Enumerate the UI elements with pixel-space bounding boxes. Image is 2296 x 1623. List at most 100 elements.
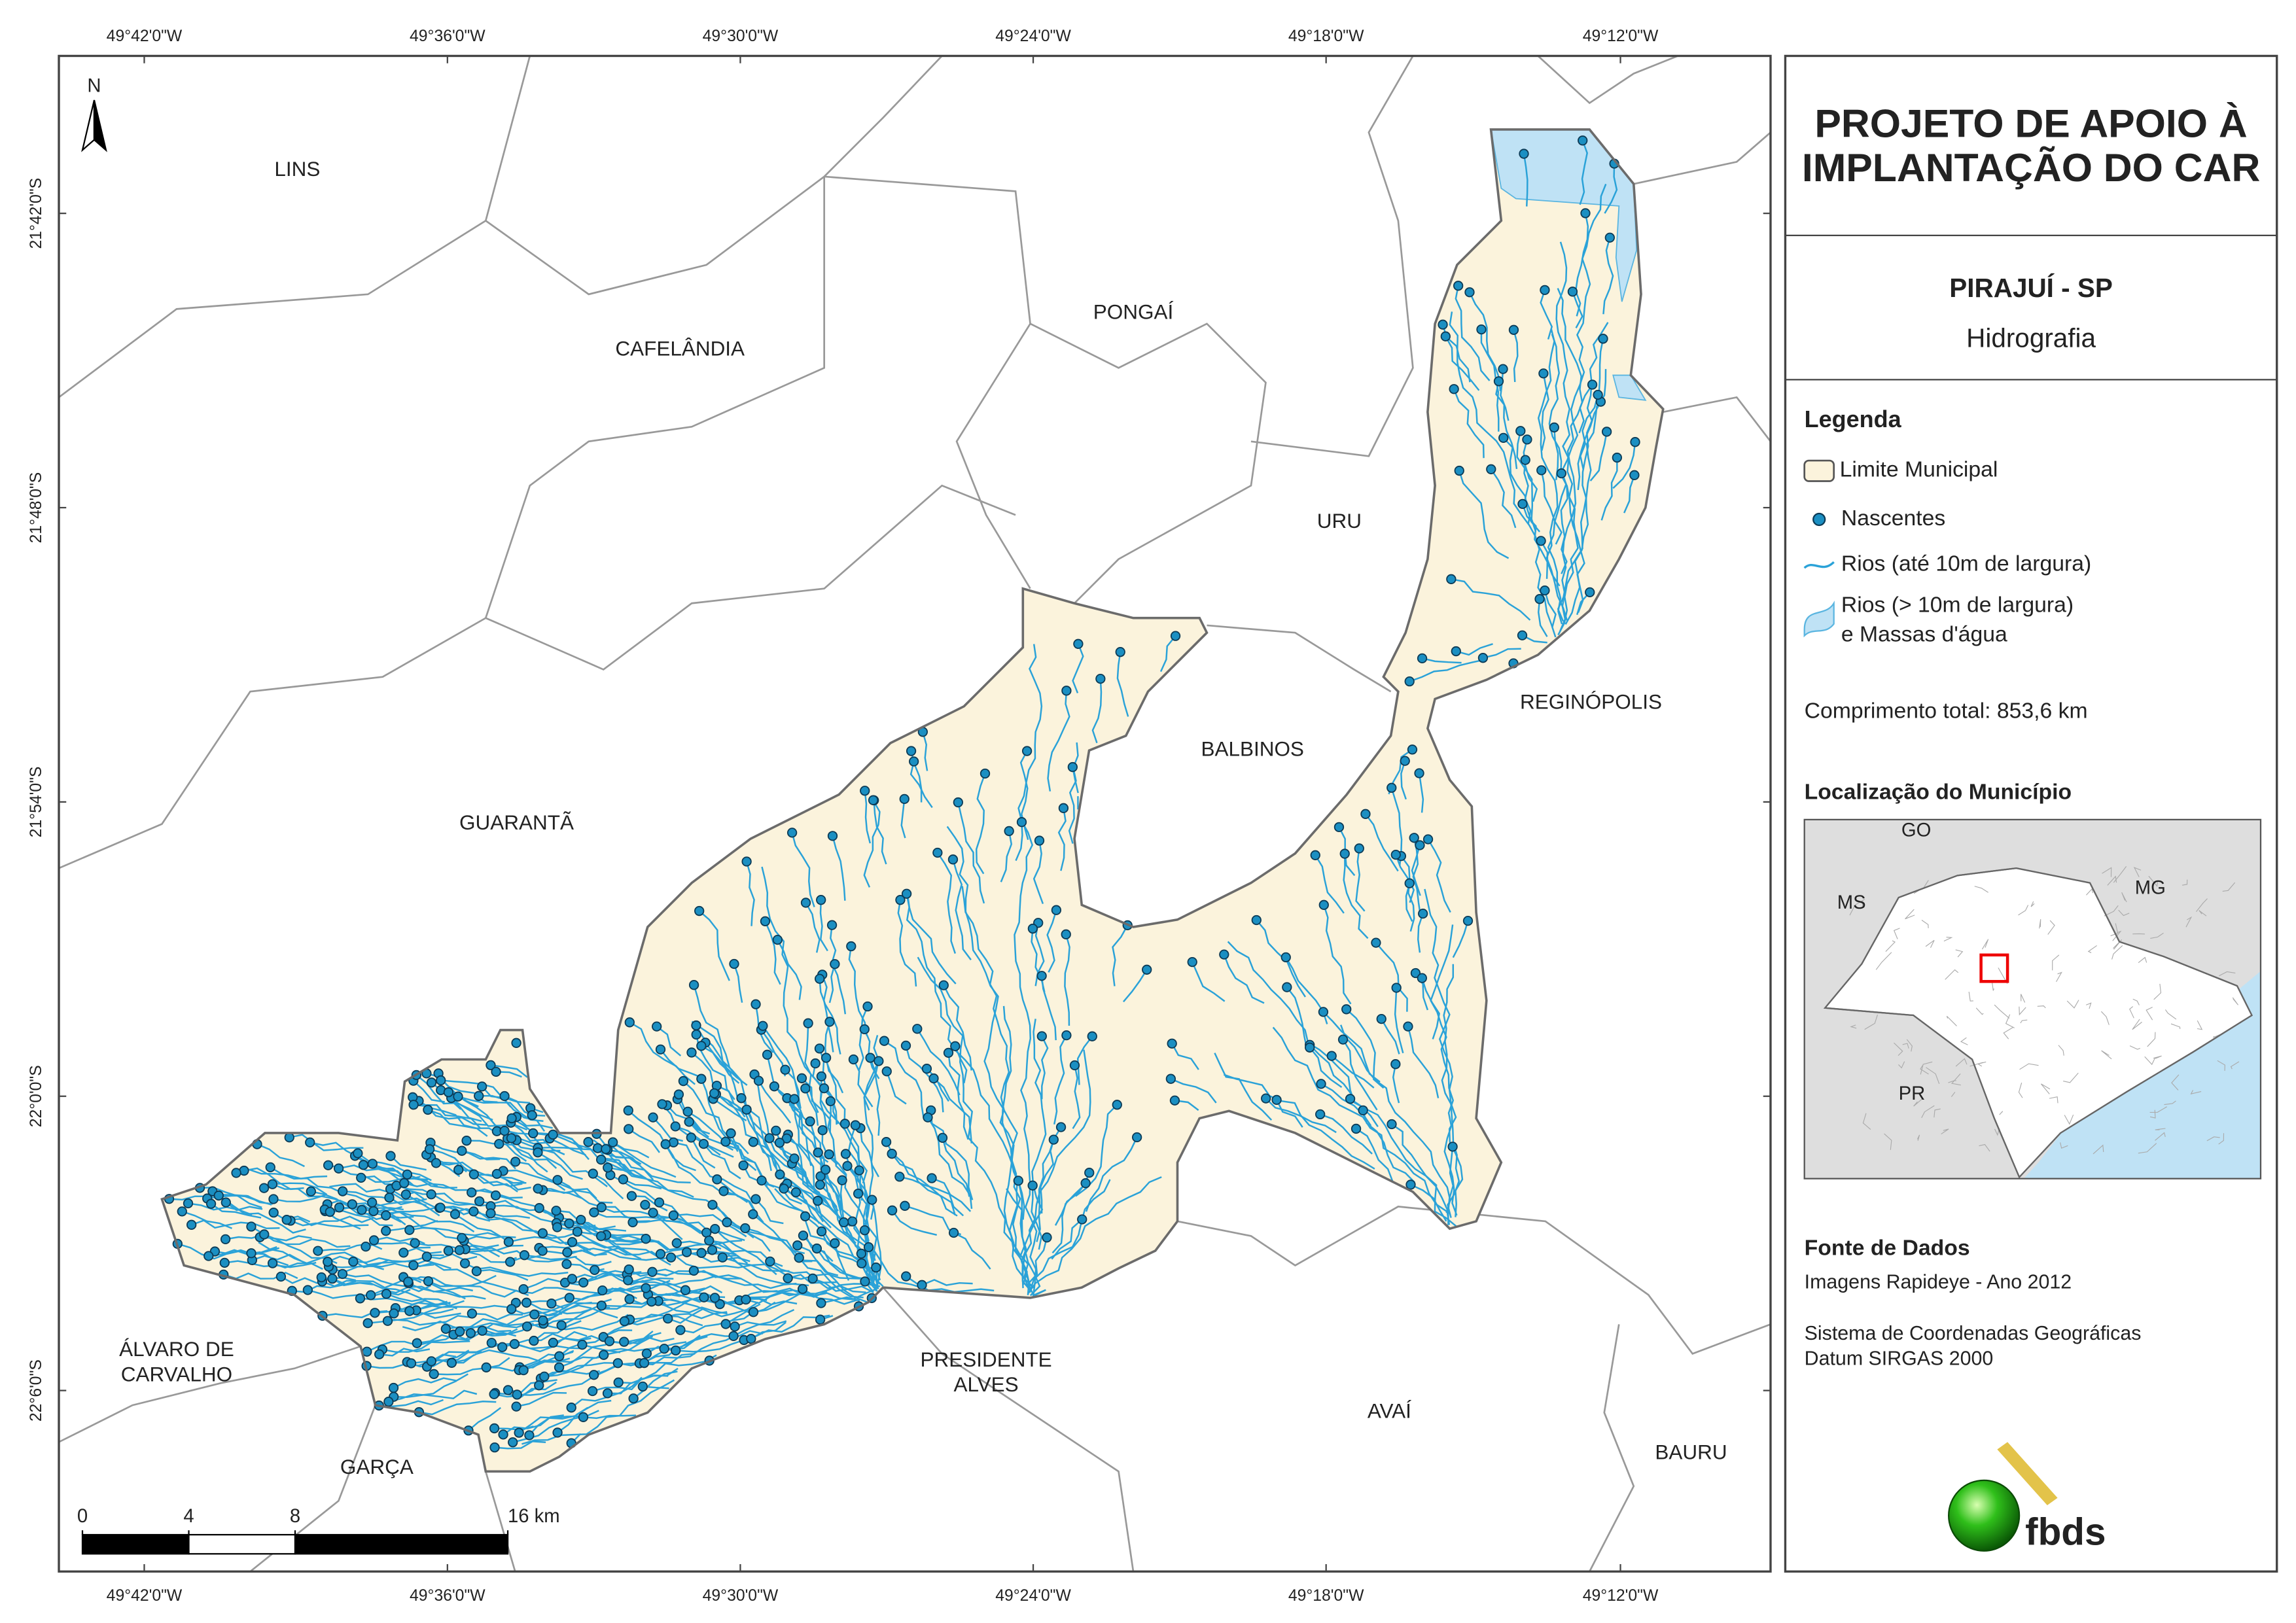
spring xyxy=(665,1252,677,1263)
river xyxy=(1417,913,1424,953)
spring xyxy=(762,1049,773,1060)
spring xyxy=(1404,676,1415,687)
spring xyxy=(491,1168,503,1179)
place-label: PRESIDENTE xyxy=(920,1348,1051,1371)
spring xyxy=(821,1164,831,1175)
inset-municipality xyxy=(2003,1026,2014,1039)
spring xyxy=(1087,1031,1097,1041)
river xyxy=(891,1153,956,1215)
north-label: N xyxy=(87,75,101,96)
spring xyxy=(374,1349,385,1359)
river xyxy=(272,1262,323,1270)
spring xyxy=(847,1216,858,1227)
spring xyxy=(477,1081,487,1092)
river xyxy=(627,1279,705,1293)
inset-municipality xyxy=(1875,952,1892,970)
river xyxy=(533,1320,582,1342)
river xyxy=(419,1401,497,1416)
spring xyxy=(443,1246,454,1256)
spring xyxy=(521,1321,533,1332)
spring xyxy=(1451,646,1461,657)
river xyxy=(1572,291,1583,328)
river xyxy=(779,1142,839,1212)
spring xyxy=(1601,427,1612,437)
municipal-border xyxy=(485,56,943,296)
river xyxy=(930,1110,974,1200)
spring xyxy=(871,1262,881,1273)
spring xyxy=(596,1155,607,1165)
spring xyxy=(1339,848,1350,859)
spring xyxy=(361,1241,371,1252)
spring xyxy=(552,1427,563,1438)
river xyxy=(1323,904,1352,1005)
inset-municipality xyxy=(2020,1019,2028,1024)
river xyxy=(752,1141,809,1179)
latitude-label: 21°48'0"S xyxy=(27,472,45,544)
spring xyxy=(694,905,705,916)
spring xyxy=(1061,686,1072,696)
spring xyxy=(592,1143,603,1153)
spring xyxy=(857,1258,867,1268)
spring xyxy=(561,1259,572,1270)
spring xyxy=(508,1437,518,1448)
river xyxy=(1451,578,1531,621)
river xyxy=(388,1389,478,1403)
inset-municipality xyxy=(2219,971,2236,977)
spring xyxy=(901,1271,911,1282)
spring xyxy=(494,1138,504,1149)
place-label: CAFELÂNDIA xyxy=(615,337,745,360)
longitude-label: 49°36'0"W xyxy=(410,27,486,45)
spring xyxy=(404,1225,415,1235)
spring xyxy=(509,1338,520,1350)
spring xyxy=(602,1388,613,1399)
spring xyxy=(489,1389,499,1399)
river xyxy=(1589,431,1608,481)
river xyxy=(624,1311,728,1326)
river xyxy=(817,1152,842,1213)
river xyxy=(243,1167,304,1191)
river xyxy=(922,731,928,771)
legend-label: Rios (até 10m de largura) xyxy=(1841,551,2091,576)
spring xyxy=(275,1271,287,1282)
spring xyxy=(769,1081,780,1092)
spring xyxy=(779,1183,789,1194)
inset-municipality xyxy=(1968,991,1973,1002)
river xyxy=(798,1257,864,1299)
river xyxy=(1047,690,1070,792)
inset-municipality xyxy=(1943,937,1953,942)
spring xyxy=(803,1018,813,1028)
spring xyxy=(1522,434,1532,445)
inset-municipality xyxy=(1981,939,1989,950)
river xyxy=(1072,1065,1081,1129)
inset-municipality xyxy=(1960,1037,1968,1045)
river xyxy=(795,1191,821,1225)
river xyxy=(899,1176,964,1217)
river xyxy=(413,1080,445,1103)
longitude-label: 49°36'0"W xyxy=(410,1587,486,1605)
inset-municipality xyxy=(2129,1006,2134,1019)
spring xyxy=(1519,148,1529,159)
spring xyxy=(426,1077,437,1088)
spring xyxy=(467,1308,478,1319)
spring xyxy=(1080,1178,1091,1189)
river xyxy=(537,1151,583,1180)
inset-frame xyxy=(1803,818,2262,1179)
spring xyxy=(1405,1179,1416,1190)
inset-municipality xyxy=(2230,1061,2240,1070)
spring xyxy=(453,1164,464,1175)
municipality-boundary xyxy=(160,128,1665,1473)
spring xyxy=(302,1285,313,1295)
inset-municipality xyxy=(2222,882,2236,892)
spring xyxy=(728,1331,739,1342)
spring xyxy=(567,1237,578,1248)
spring xyxy=(741,1104,752,1115)
river xyxy=(906,894,1035,1289)
river xyxy=(583,1414,637,1420)
spring xyxy=(529,1335,539,1346)
spring xyxy=(367,1159,378,1169)
spring xyxy=(859,1225,870,1236)
spring xyxy=(730,1321,740,1332)
spring xyxy=(673,1089,684,1100)
inset-municipality xyxy=(1999,1111,2004,1115)
spring xyxy=(879,1036,890,1046)
